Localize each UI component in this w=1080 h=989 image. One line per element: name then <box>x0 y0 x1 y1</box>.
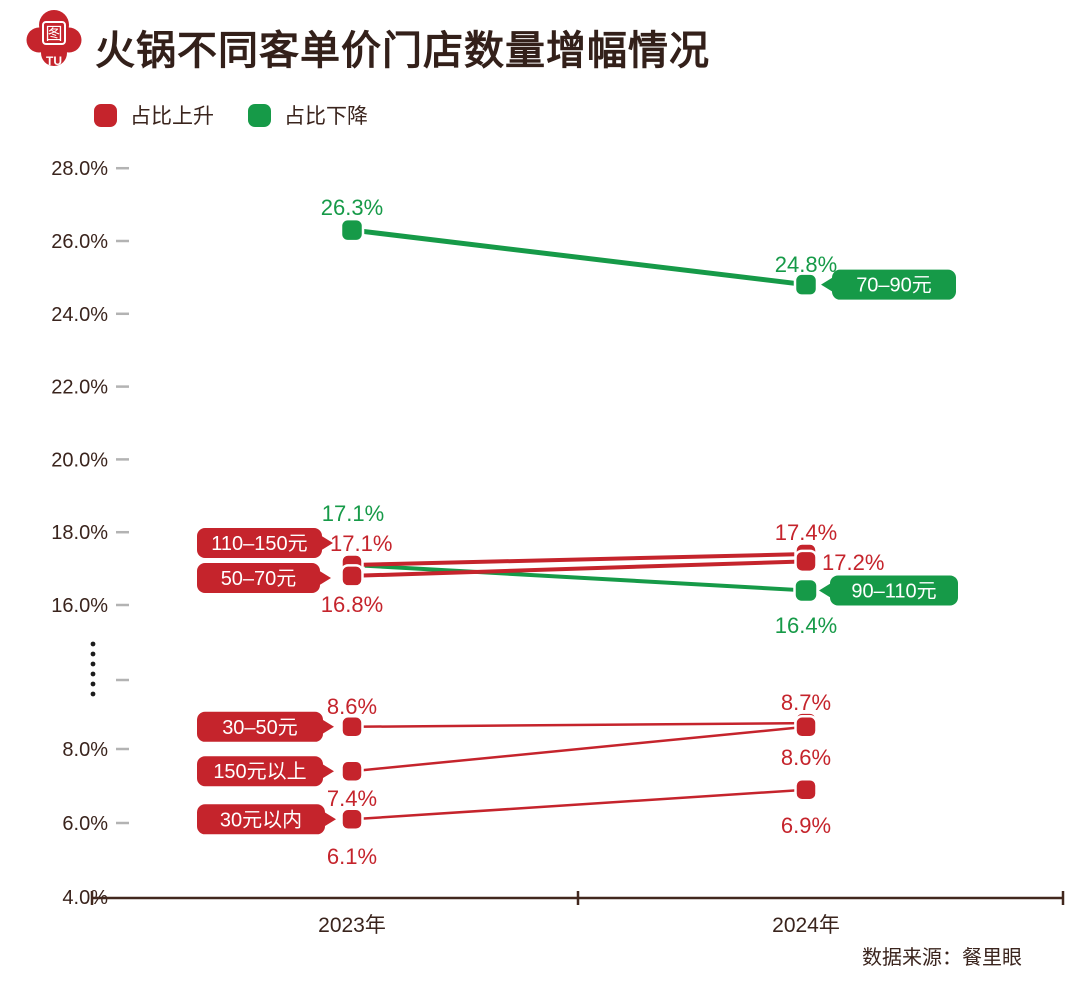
value-label: 7.4% <box>327 786 377 811</box>
trend-line <box>351 562 807 593</box>
series-badge <box>830 575 958 606</box>
data-point <box>794 715 818 739</box>
y-axis-tick-label: 8.0% <box>62 739 108 761</box>
x-axis-label: 2023年 <box>318 914 386 937</box>
series-badge-arrow <box>819 582 832 599</box>
series-badge-arrow <box>821 276 834 293</box>
value-label: 8.6% <box>327 694 377 719</box>
value-label: 17.1% <box>330 531 392 556</box>
y-axis-tick-label: 26.0% <box>51 231 108 253</box>
trend-line <box>351 227 807 288</box>
y-axis-tick-label: 18.0% <box>51 522 108 544</box>
y-axis-tick-label: 6.0% <box>62 813 108 835</box>
series-badge-label: 90–110元 <box>851 580 936 602</box>
value-label: 16.8% <box>321 592 383 617</box>
y-axis-tick-label: 4.0% <box>62 887 108 909</box>
series-badge-arrow <box>321 763 334 780</box>
value-label: 6.1% <box>327 844 377 869</box>
data-point <box>340 564 364 588</box>
data-source: 数据来源：餐里眼 <box>862 947 1022 969</box>
value-label: 17.1% <box>322 501 384 526</box>
series-badge <box>197 804 325 835</box>
series-badge <box>832 269 956 300</box>
series-badge <box>197 756 323 787</box>
y-axis-tick-label: 22.0% <box>51 377 108 399</box>
legend-swatch-declining <box>248 103 271 127</box>
data-point <box>794 549 818 574</box>
series-badge-label: 150元以上 <box>213 760 306 783</box>
value-label: 16.4% <box>775 613 837 638</box>
page-title: 火锅不同客单价门店数量增幅情况 <box>95 29 710 73</box>
tu-logo-icon: 图 TU <box>26 10 82 68</box>
data-point <box>340 759 364 783</box>
series-badge-label: 50–70元 <box>221 568 297 590</box>
series-badge-arrow <box>320 535 333 551</box>
axis-break-dot <box>90 691 96 697</box>
y-axis-tick-label: 16.0% <box>51 595 108 617</box>
chart-legend: 占比上升 占比下降 <box>94 100 368 130</box>
series-badge-label: 70–90元 <box>856 275 932 297</box>
series-badge-label: 110–150元 <box>211 533 307 555</box>
axis-break-dot <box>90 651 96 657</box>
value-label: 6.9% <box>781 813 831 838</box>
trend-line <box>351 725 807 773</box>
value-label: 24.8% <box>775 252 837 277</box>
trend-line <box>351 559 807 578</box>
value-label: 17.4% <box>775 520 837 545</box>
axis-break-dot <box>90 671 96 677</box>
data-point <box>340 715 364 739</box>
x-axis-label: 2024年 <box>772 914 840 937</box>
logo-char: 图 <box>46 25 63 44</box>
series-badge <box>197 711 323 742</box>
data-point <box>793 577 819 604</box>
y-axis-tick-label: 24.0% <box>51 304 108 326</box>
trend-line <box>351 721 807 729</box>
value-label: 8.7% <box>781 690 831 715</box>
series-badge <box>197 528 322 558</box>
series-badge-arrow <box>318 570 331 586</box>
legend-item-declining: 占比下降 <box>248 100 368 130</box>
axis-break-dot <box>90 681 96 687</box>
trend-line <box>351 552 807 567</box>
legend-swatch-rising <box>94 103 117 127</box>
data-point <box>340 807 364 832</box>
series-badge-arrow <box>323 811 336 828</box>
trend-line <box>351 788 807 821</box>
y-axis-tick-label: 28.0% <box>51 158 108 180</box>
legend-label-declining: 占比下降 <box>284 105 368 128</box>
data-point <box>794 777 818 802</box>
series-badge-label: 30–50元 <box>222 717 298 739</box>
data-point <box>339 217 365 243</box>
data-point <box>793 272 819 297</box>
logo-sub: TU <box>46 54 62 68</box>
value-label: 26.3% <box>321 195 383 220</box>
legend-item-rising: 占比上升 <box>94 100 214 130</box>
series-badge-label: 30元以内 <box>220 808 302 831</box>
y-axis-tick-label: 20.0% <box>51 449 108 471</box>
value-label: 8.6% <box>781 745 831 770</box>
series-badge <box>197 563 320 593</box>
axis-break-dot <box>90 641 96 647</box>
axis-break-dot <box>90 661 96 667</box>
value-label: 17.2% <box>822 550 884 575</box>
legend-label-rising: 占比上升 <box>130 105 214 128</box>
series-badge-arrow <box>321 718 334 735</box>
